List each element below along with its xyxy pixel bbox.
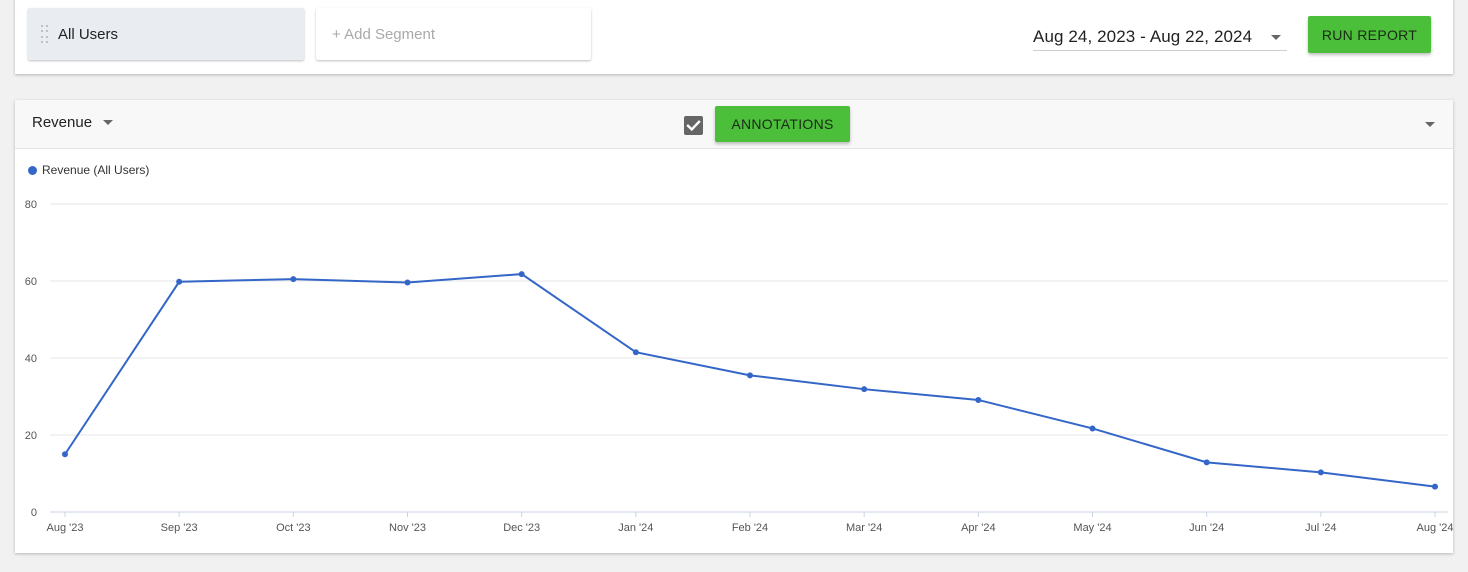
- x-tick-label: Oct '23: [276, 522, 311, 534]
- x-tick-label: Aug '23: [47, 522, 84, 534]
- caret-down-icon: [103, 120, 114, 125]
- data-point: [861, 386, 868, 393]
- x-tick-label: May '24: [1073, 522, 1111, 534]
- data-point: [290, 276, 297, 283]
- data-point: [176, 278, 183, 285]
- legend-dot-icon: [28, 165, 37, 175]
- data-point: [62, 451, 68, 458]
- segment-all-users[interactable]: All Users: [28, 8, 304, 60]
- annotations-button[interactable]: ANNOTATIONS: [715, 106, 850, 142]
- date-range-picker[interactable]: Aug 24, 2023 - Aug 22, 2024: [1033, 24, 1287, 51]
- caret-down-icon: [1271, 35, 1281, 40]
- segment-bar: All Users + Add Segment Aug 24, 2023 - A…: [15, 0, 1453, 74]
- metric-select[interactable]: Revenue: [32, 114, 114, 131]
- collapse-caret-icon[interactable]: [1425, 122, 1435, 127]
- series-line: [64, 273, 1436, 488]
- data-point: [975, 396, 982, 403]
- revenue-line-chart: 0 20 40 60 80 Aug '23 Sep '23 Oct '23 Nov '23 Dec…: [25, 199, 1453, 534]
- x-tick-label: Apr '24: [961, 522, 996, 534]
- y-tick-label: 40: [25, 353, 37, 365]
- chart-toolbar: Revenue ANNOTATIONS: [15, 100, 1453, 149]
- x-tick-label: Aug '24: [1417, 522, 1453, 534]
- data-point: [404, 279, 411, 286]
- x-tick-label: Dec '23: [503, 522, 540, 534]
- date-range-value: Aug 24, 2023 - Aug 22, 2024: [1033, 27, 1253, 46]
- y-tick-label: 80: [25, 199, 37, 211]
- legend-item[interactable]: Revenue (All Users): [28, 163, 149, 177]
- x-tick-label: Sep '23: [161, 522, 198, 534]
- chart-panel: Revenue ANNOTATIONS Revenue (All Users) …: [15, 100, 1453, 553]
- y-tick-label: 0: [31, 507, 37, 519]
- x-tick-label: Nov '23: [389, 522, 426, 534]
- x-tick-label: Jul '24: [1305, 522, 1336, 534]
- data-point: [1432, 483, 1438, 490]
- drag-handle-icon[interactable]: [41, 25, 49, 43]
- x-tick-label: Mar '24: [846, 522, 882, 534]
- data-point: [632, 349, 639, 356]
- y-tick-label: 20: [25, 430, 37, 442]
- run-report-button[interactable]: RUN REPORT: [1308, 16, 1431, 53]
- data-point: [1317, 469, 1324, 476]
- x-tick-label: Feb '24: [732, 522, 768, 534]
- data-point: [747, 372, 753, 379]
- legend-label: Revenue (All Users): [42, 163, 150, 177]
- data-point: [1203, 459, 1210, 466]
- metric-label: Revenue: [32, 114, 93, 131]
- data-point: [518, 271, 525, 278]
- segment-label: All Users: [58, 25, 119, 43]
- x-tick-label: Jun '24: [1189, 522, 1224, 534]
- y-tick-label: 60: [25, 276, 37, 288]
- checkmark-icon: [686, 120, 701, 132]
- add-segment-button[interactable]: + Add Segment: [316, 8, 591, 60]
- data-point: [1089, 425, 1096, 432]
- annotations-checkbox[interactable]: [684, 116, 703, 135]
- x-tick-label: Jan '24: [618, 522, 653, 534]
